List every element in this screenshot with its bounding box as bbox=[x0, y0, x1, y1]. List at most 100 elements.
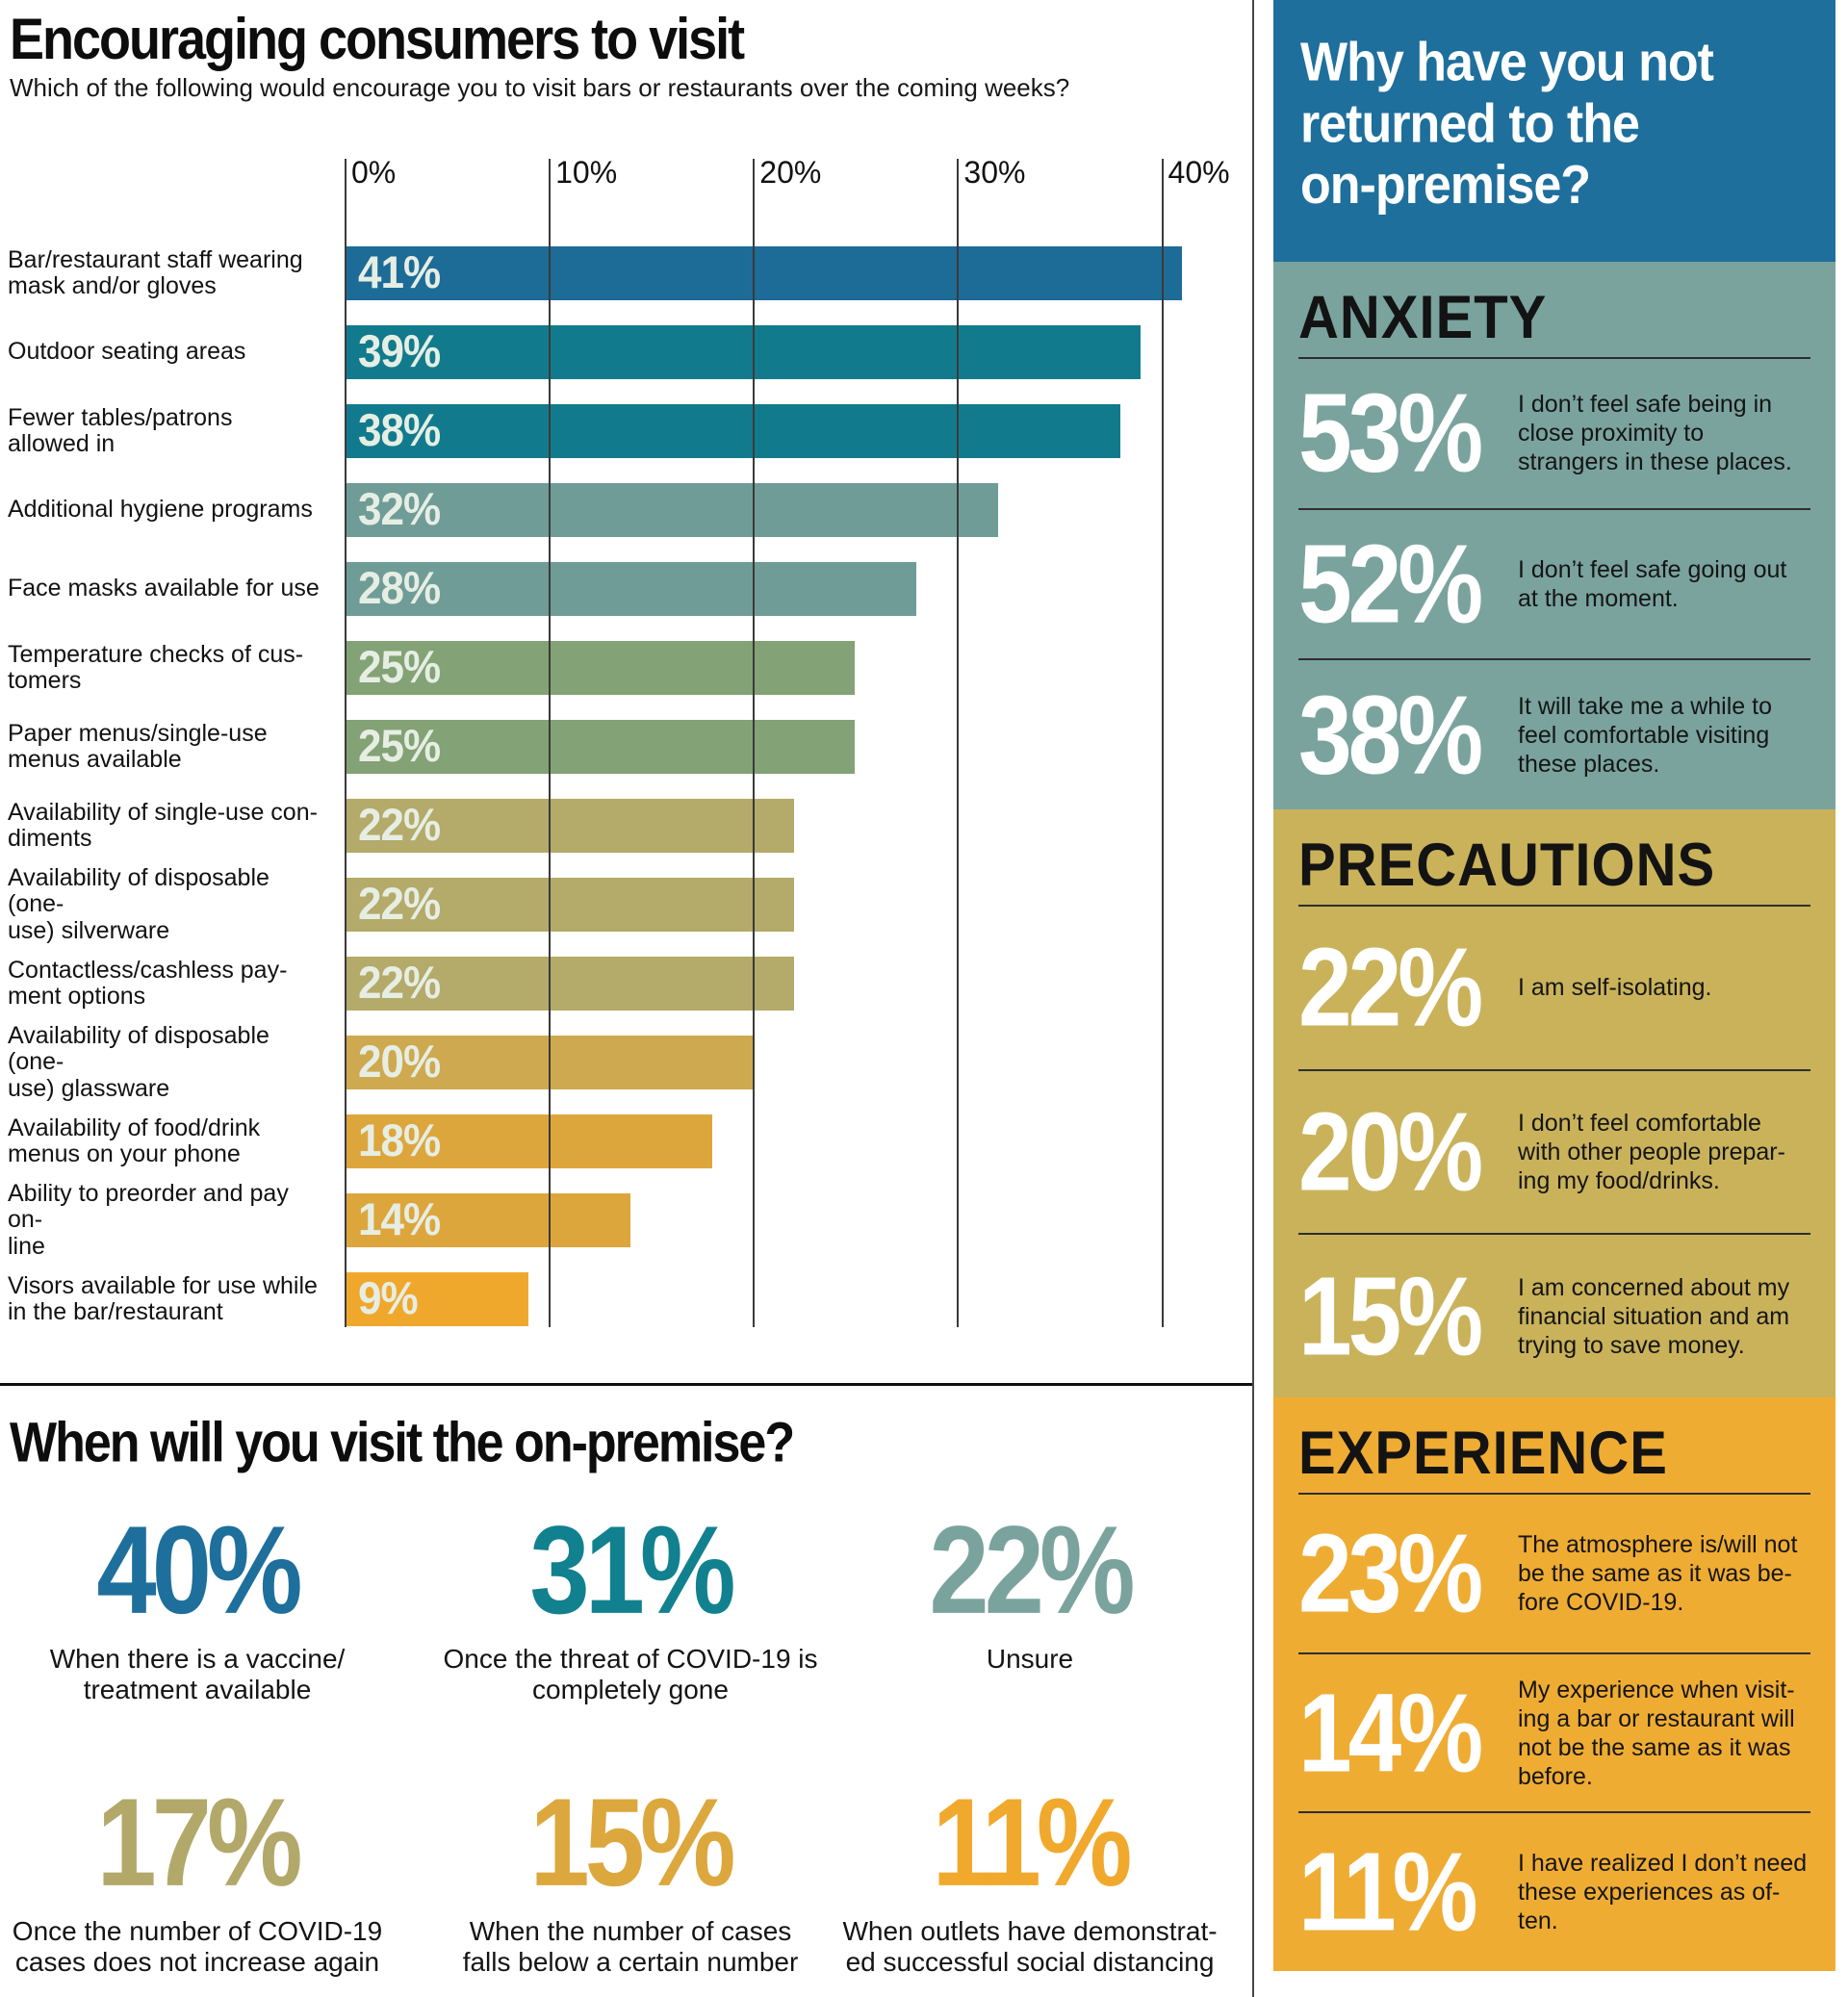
bar: 28% bbox=[345, 562, 916, 616]
bar-track: 28% bbox=[345, 550, 1253, 628]
bar: 18% bbox=[345, 1114, 712, 1168]
stat-cell: 15% When the number of cases falls below … bbox=[428, 1772, 833, 1978]
bar: 14% bbox=[345, 1193, 630, 1247]
sidebar-section-experience: EXPERIENCE 23% The atmosphere is/will not … bbox=[1273, 1397, 1835, 1971]
sidebar-stat-item: 22% I am self-isolating. bbox=[1298, 905, 1810, 1069]
stat-label: When there is a vaccine/ treatment avail… bbox=[49, 1643, 346, 1704]
bar-track: 20% bbox=[345, 1023, 1253, 1102]
bar-category-label: Bar/restaurant staff wearing mask and/or… bbox=[8, 245, 303, 299]
bar-category-label: Face masks available for use bbox=[8, 575, 320, 602]
bar-track: 22% bbox=[345, 944, 1253, 1023]
bar-track: 22% bbox=[345, 786, 1253, 865]
stat-value: 40% bbox=[96, 1499, 302, 1640]
sidebar-stat-text: I don’t feel safe going out at the momen… bbox=[1518, 556, 1787, 612]
bar-value-label: 20% bbox=[358, 1037, 441, 1088]
bar-row: Temperature checks of cus- tomers 25% bbox=[0, 628, 1253, 707]
bar: 25% bbox=[345, 641, 856, 695]
bar-value-label: 18% bbox=[358, 1115, 441, 1166]
stat-label: Unsure bbox=[986, 1643, 1074, 1674]
bar-row: Visors available for use while in the ba… bbox=[0, 1260, 1253, 1339]
bar-row: Availability of disposable (one- use) si… bbox=[0, 864, 1253, 944]
sidebar-stat-value: 15% bbox=[1298, 1253, 1483, 1379]
sidebar-stat-text: I don’t feel comfortable with other peop… bbox=[1518, 1110, 1785, 1194]
sidebar-stat-value: 11% bbox=[1298, 1830, 1478, 1956]
sidebar-section-heading: ANXIETY bbox=[1298, 284, 1548, 352]
page-title: Encouraging consumers to visit bbox=[10, 7, 745, 72]
bar-value-label: 32% bbox=[358, 484, 441, 535]
bar: 22% bbox=[345, 878, 794, 932]
bar-value-label: 14% bbox=[358, 1194, 441, 1245]
sidebar-stat-text: I am self-isolating. bbox=[1518, 974, 1712, 1002]
bar-category-label: Availability of food/drink menus on your… bbox=[8, 1114, 261, 1167]
sidebar: Why have you not returned to the on-prem… bbox=[1273, 0, 1835, 1971]
bar-row: Availability of disposable (one- use) gl… bbox=[0, 1021, 1253, 1102]
bar-row: Additional hygiene programs 32% bbox=[0, 471, 1253, 550]
sidebar-stat-text: I have realized I don’t need these exper… bbox=[1518, 1850, 1808, 1935]
bar-value-label: 38% bbox=[358, 405, 441, 456]
sidebar-stat-item: 11% I have realized I don’t need these ex… bbox=[1298, 1811, 1810, 1971]
stat-label: When the number of cases falls below a c… bbox=[462, 1915, 799, 1977]
chart-plot: Bar/restaurant staff wearing mask and/or… bbox=[0, 155, 1253, 1339]
sidebar-stat-text: I don’t feel safe being in close proximi… bbox=[1518, 391, 1792, 476]
sidebar-stat-item: 38% It will take me a while to feel comfo… bbox=[1298, 658, 1810, 809]
bar-row: Availability of food/drink menus on your… bbox=[0, 1102, 1253, 1181]
bar: 39% bbox=[345, 325, 1142, 379]
bar-value-label: 25% bbox=[358, 721, 441, 772]
sidebar-header: Why have you not returned to the on-prem… bbox=[1273, 0, 1835, 262]
bar: 9% bbox=[345, 1272, 528, 1326]
sidebar-stat-text: It will take me a while to feel comforta… bbox=[1518, 692, 1772, 778]
sidebar-section-heading: EXPERIENCE bbox=[1298, 1420, 1668, 1488]
stat-value: 22% bbox=[929, 1499, 1135, 1640]
bar-category-label: Ability to preorder and pay on- line bbox=[8, 1179, 289, 1260]
bar-row: Face masks available for use 28% bbox=[0, 550, 1253, 628]
bar-row: Contactless/cashless pay- ment options 22… bbox=[0, 944, 1253, 1023]
bar-row: Outdoor seating areas 39% bbox=[0, 313, 1253, 392]
sidebar-stat-item: 23% The atmosphere is/will not be the sam… bbox=[1298, 1493, 1810, 1652]
sidebar-stat-item: 20% I don’t feel comfortable with other p… bbox=[1298, 1068, 1810, 1234]
bar-track: 32% bbox=[345, 471, 1253, 550]
stat-cell: 31% Once the threat of COVID-19 is comple… bbox=[428, 1507, 833, 1705]
sidebar-section-precautions: PRECAUTIONS 22% I am self-isolating. 20% I d… bbox=[1273, 809, 1835, 1397]
bar-track: 39% bbox=[345, 313, 1253, 392]
stat-cell: 17% Once the number of COVID-19 cases doe… bbox=[0, 1779, 395, 1978]
sidebar-section-items: 53% I don’t feel safe being in close prox… bbox=[1298, 357, 1810, 809]
sidebar-stat-value: 20% bbox=[1298, 1089, 1483, 1215]
bar-category-label: Paper menus/single-use menus available bbox=[8, 719, 268, 773]
stat-label: Once the threat of COVID-19 is completel… bbox=[443, 1643, 818, 1704]
bar-value-label: 22% bbox=[358, 879, 441, 930]
axis-tick-label: 10% bbox=[555, 155, 618, 190]
sidebar-stat-value: 22% bbox=[1298, 925, 1483, 1051]
stat-value: 11% bbox=[932, 1772, 1133, 1912]
stat-value: 15% bbox=[529, 1772, 735, 1912]
bar-row: Paper menus/single-use menus available 25… bbox=[0, 707, 1253, 786]
bar-value-label: 9% bbox=[358, 1273, 419, 1324]
bar-row: Availability of single-use con- diments 2… bbox=[0, 786, 1253, 865]
sidebar-stat-item: 53% I don’t feel safe being in close prox… bbox=[1298, 357, 1810, 508]
stat-cell: 11% When outlets have demonstrat- ed succ… bbox=[833, 1772, 1227, 1978]
sidebar-stat-text: I am concerned about my financial situat… bbox=[1518, 1273, 1790, 1359]
when-visit-stats: 40% When there is a vaccine/ treatment av… bbox=[0, 1499, 1253, 1990]
bar-category-label: Availability of disposable (one- use) gl… bbox=[8, 1021, 270, 1102]
bar-value-label: 39% bbox=[358, 326, 441, 377]
bar-track: 25% bbox=[345, 707, 1253, 786]
sidebar-section-anxiety: ANXIETY 53% I don’t feel safe being in clo… bbox=[1273, 262, 1835, 809]
sidebar-stat-text: My experience when visit- ing a bar or r… bbox=[1518, 1676, 1795, 1790]
axis-tick-label: 20% bbox=[759, 155, 822, 190]
bar-category-label: Outdoor seating areas bbox=[8, 338, 246, 366]
sidebar-stat-value: 52% bbox=[1298, 522, 1483, 647]
bar-value-label: 22% bbox=[358, 958, 441, 1009]
bar-rows: Bar/restaurant staff wearing mask and/or… bbox=[0, 234, 1253, 1339]
bar-track: 22% bbox=[345, 865, 1253, 944]
stat-label: When outlets have demonstrat- ed success… bbox=[842, 1915, 1218, 1977]
sidebar-stat-value: 53% bbox=[1298, 371, 1483, 497]
bar-value-label: 22% bbox=[358, 800, 441, 851]
bar-value-label: 25% bbox=[358, 642, 441, 693]
bar-chart: Bar/restaurant staff wearing mask and/or… bbox=[0, 155, 1253, 1339]
sidebar-section-heading: PRECAUTIONS bbox=[1298, 832, 1716, 900]
bar-track: 9% bbox=[345, 1260, 1253, 1339]
sidebar-stat-item: 14% My experience when visit- ing a bar o… bbox=[1298, 1651, 1810, 1812]
bar: 32% bbox=[345, 483, 998, 537]
bar: 41% bbox=[345, 246, 1182, 300]
stat-cell: 22% Unsure bbox=[833, 1499, 1227, 1675]
